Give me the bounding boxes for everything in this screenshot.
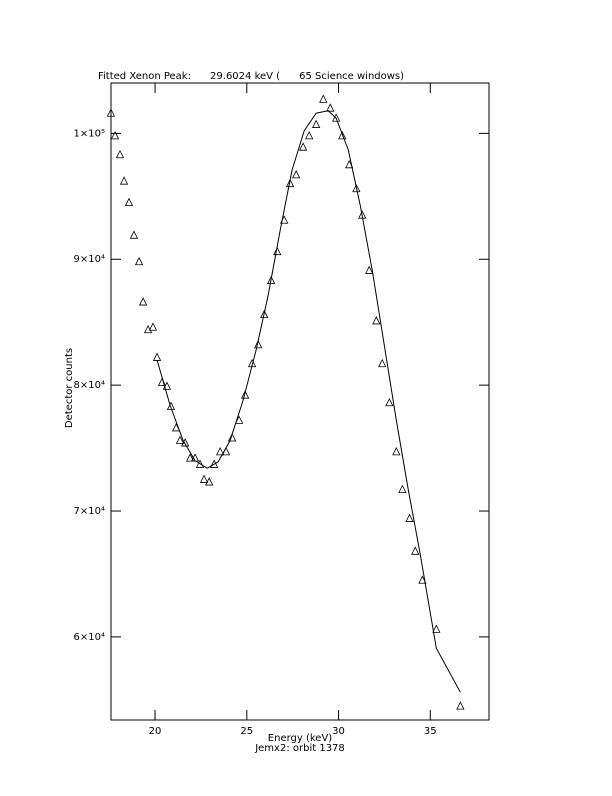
data-point [254,339,263,349]
data-point [175,435,185,444]
x-tick-label: 25 [240,726,253,737]
x-tick-label: 35 [424,726,437,737]
y-tick-label: 7×10⁴ [74,506,105,517]
data-point [378,358,387,368]
x-axis-label: Energy (keV) [268,733,333,744]
y-tick-label: 6×10⁴ [74,632,105,643]
data-point [298,142,308,151]
subtitle: Jemx2: orbit 1378 [254,743,345,754]
y-tick-label: 8×10⁴ [74,380,105,391]
data-point [195,459,205,468]
data-point [138,297,148,306]
data-point [411,546,420,555]
plot-frame [110,82,490,721]
data-point [267,275,276,285]
data-point [185,453,195,462]
data-point [240,390,250,399]
y-tick-label: 1×10⁵ [74,128,105,139]
data-point [260,309,269,319]
data-point [385,397,394,407]
data-point [372,316,381,325]
data-point [199,474,209,483]
data-point [166,401,176,410]
data-point [162,381,172,390]
data-point [326,103,335,112]
data-point [273,246,282,256]
data-point [319,94,328,103]
data-point [119,176,129,185]
data-point [456,701,465,710]
data-point [148,322,158,331]
data-point [180,438,190,447]
data-point [392,446,401,456]
data-point [216,446,225,456]
data-point [285,178,295,188]
y-axis-label: Detector counts [64,348,75,428]
data-point [205,477,214,486]
data-point [398,484,407,494]
data-point [365,265,374,274]
data-point [405,513,414,522]
data-point [124,197,134,206]
y-tick-label: 9×10⁴ [74,254,105,265]
data-point [234,415,244,424]
data-point [129,230,139,239]
data-point [305,130,314,140]
data-point [115,149,125,159]
data-point [291,170,301,179]
x-tick-label: 20 [149,726,162,737]
x-tick-label: 30 [332,726,345,737]
chart-title: Fitted Xenon Peak: 29.6024 keV ( 65 Scie… [98,71,404,82]
data-point [134,256,144,266]
data-point [332,113,341,122]
data-point [432,624,441,633]
data-point [106,108,116,117]
data-point [209,459,219,468]
data-point [110,130,120,140]
data-point [352,183,361,193]
fit-line [156,110,461,693]
data-point [338,130,347,140]
data-point [312,119,321,128]
data-point [227,433,237,442]
